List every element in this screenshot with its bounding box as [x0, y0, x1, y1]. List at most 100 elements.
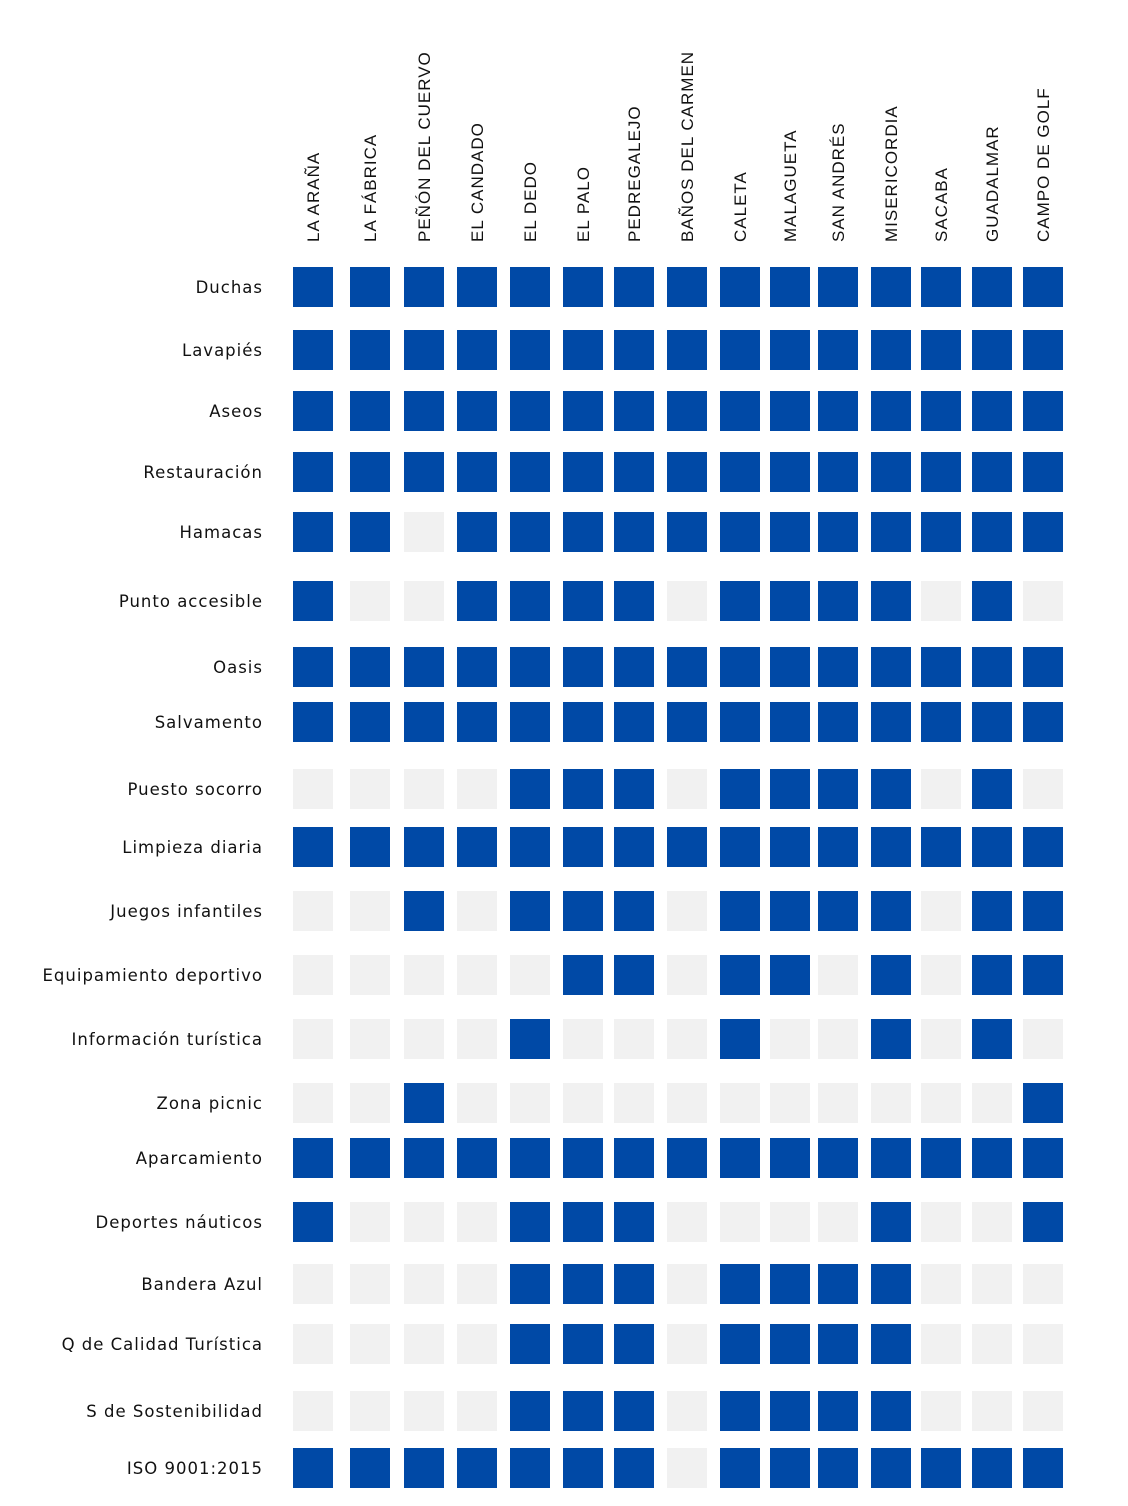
- cell-available: [614, 955, 654, 995]
- cell-available: [972, 827, 1012, 867]
- row-label: Oasis: [213, 658, 263, 677]
- cell-available: [921, 391, 961, 431]
- cell-available: [818, 512, 858, 552]
- cell-available: [563, 1202, 603, 1242]
- cell-available: [720, 827, 760, 867]
- cell-available: [871, 512, 911, 552]
- cell-available: [921, 1138, 961, 1178]
- cell-available: [818, 891, 858, 931]
- cell-available: [404, 647, 444, 687]
- cell-available: [871, 1019, 911, 1059]
- cell-available: [972, 391, 1012, 431]
- cell-available: [818, 702, 858, 742]
- cell-available: [667, 391, 707, 431]
- row-label: Limpieza diaria: [122, 838, 263, 857]
- cell-unavailable: [667, 1324, 707, 1364]
- cell-unavailable: [720, 1202, 760, 1242]
- cell-unavailable: [1023, 1324, 1063, 1364]
- cell-unavailable: [350, 955, 390, 995]
- cell-available: [563, 1391, 603, 1431]
- cell-available: [350, 1448, 390, 1488]
- cell-available: [720, 1391, 760, 1431]
- cell-available: [293, 452, 333, 492]
- cell-unavailable: [921, 955, 961, 995]
- cell-available: [404, 330, 444, 370]
- cell-unavailable: [921, 1019, 961, 1059]
- cell-available: [614, 702, 654, 742]
- cell-unavailable: [293, 1324, 333, 1364]
- cell-available: [293, 267, 333, 307]
- cell-available: [720, 512, 760, 552]
- cell-available: [1023, 391, 1063, 431]
- cell-available: [350, 512, 390, 552]
- cell-unavailable: [293, 1019, 333, 1059]
- row-label: Lavapiés: [182, 341, 263, 360]
- cell-available: [293, 330, 333, 370]
- column-label: SACABA: [932, 167, 951, 242]
- cell-available: [614, 391, 654, 431]
- cell-unavailable: [667, 891, 707, 931]
- cell-available: [510, 1019, 550, 1059]
- column-label: EL PALO: [574, 166, 593, 242]
- cell-available: [770, 452, 810, 492]
- column-label: GUADALMAR: [983, 125, 1002, 242]
- cell-available: [921, 452, 961, 492]
- cell-available: [404, 391, 444, 431]
- cell-available: [818, 769, 858, 809]
- cell-available: [770, 769, 810, 809]
- cell-available: [293, 512, 333, 552]
- cell-available: [818, 1324, 858, 1364]
- cell-unavailable: [667, 1019, 707, 1059]
- cell-available: [457, 581, 497, 621]
- cell-available: [921, 1448, 961, 1488]
- cell-available: [350, 702, 390, 742]
- cell-unavailable: [293, 1391, 333, 1431]
- row-label: Q de Calidad Turística: [62, 1335, 263, 1354]
- cell-available: [972, 647, 1012, 687]
- cell-unavailable: [350, 1391, 390, 1431]
- cell-available: [510, 827, 550, 867]
- cell-available: [720, 955, 760, 995]
- cell-available: [614, 1138, 654, 1178]
- cell-available: [563, 827, 603, 867]
- cell-unavailable: [1023, 1019, 1063, 1059]
- cell-unavailable: [614, 1083, 654, 1123]
- cell-unavailable: [720, 1083, 760, 1123]
- cell-available: [1023, 1138, 1063, 1178]
- cell-available: [770, 1448, 810, 1488]
- cell-available: [770, 955, 810, 995]
- cell-available: [972, 512, 1012, 552]
- cell-available: [350, 647, 390, 687]
- cell-available: [293, 827, 333, 867]
- cell-available: [404, 1083, 444, 1123]
- cell-unavailable: [457, 769, 497, 809]
- cell-available: [563, 1448, 603, 1488]
- cell-available: [293, 581, 333, 621]
- cell-available: [720, 1264, 760, 1304]
- cell-unavailable: [770, 1083, 810, 1123]
- cell-available: [457, 827, 497, 867]
- row-label: Aseos: [209, 402, 263, 421]
- cell-available: [563, 647, 603, 687]
- cell-available: [972, 1448, 1012, 1488]
- cell-unavailable: [457, 1324, 497, 1364]
- cell-available: [350, 267, 390, 307]
- cell-available: [510, 1324, 550, 1364]
- cell-available: [972, 267, 1012, 307]
- cell-unavailable: [293, 1083, 333, 1123]
- cell-available: [720, 647, 760, 687]
- row-label: Puesto socorro: [127, 780, 263, 799]
- column-label: BAÑOS DEL CARMEN: [678, 51, 697, 242]
- cell-unavailable: [667, 1264, 707, 1304]
- cell-available: [818, 647, 858, 687]
- matrix-cells: [293, 267, 1063, 1488]
- cell-unavailable: [457, 891, 497, 931]
- cell-available: [457, 1448, 497, 1488]
- cell-available: [614, 512, 654, 552]
- row-label: Juegos infantiles: [109, 902, 263, 921]
- cell-available: [510, 1391, 550, 1431]
- cell-available: [720, 452, 760, 492]
- cell-unavailable: [1023, 581, 1063, 621]
- row-label: Punto accesible: [119, 592, 263, 611]
